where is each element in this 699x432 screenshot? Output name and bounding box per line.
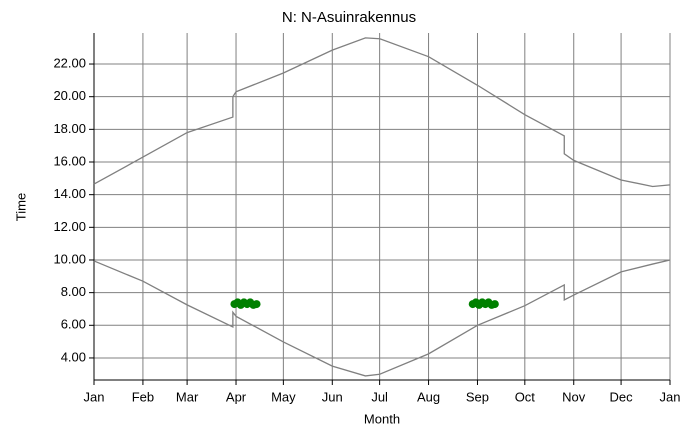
- y-tick-label: 16.00: [53, 153, 86, 168]
- y-tick-label: 20.00: [53, 88, 86, 103]
- x-tick-label: Oct: [515, 389, 536, 404]
- y-tick-label: 22.00: [53, 55, 86, 70]
- x-tick-label: Jan: [660, 389, 681, 404]
- y-tick-label: 14.00: [53, 186, 86, 201]
- x-axis-label: Month: [364, 411, 400, 426]
- x-tick-label: Feb: [132, 389, 154, 404]
- x-tick-label: Jun: [322, 389, 343, 404]
- y-tick-label: 4.00: [61, 349, 86, 364]
- x-tick-label: Nov: [562, 389, 586, 404]
- y-axis-label: Time: [13, 193, 28, 221]
- x-tick-label: Dec: [610, 389, 634, 404]
- y-tick-label: 8.00: [61, 284, 86, 299]
- marker: [252, 300, 261, 309]
- y-tick-label: 18.00: [53, 121, 86, 136]
- x-tick-label: Mar: [176, 389, 199, 404]
- chart-title: N: N-Asuinrakennus: [282, 9, 416, 26]
- y-tick-label: 12.00: [53, 219, 86, 234]
- y-tick-label: 6.00: [61, 317, 86, 332]
- x-tick-label: May: [271, 389, 296, 404]
- x-tick-label: Aug: [417, 389, 440, 404]
- line-series: [93, 259, 671, 377]
- line-series: [93, 37, 671, 188]
- marker: [490, 300, 499, 309]
- y-tick-label: 10.00: [53, 251, 86, 266]
- x-tick-label: Jan: [84, 389, 105, 404]
- x-tick-label: Apr: [226, 389, 247, 404]
- x-tick-label: Sep: [466, 389, 489, 404]
- x-tick-label: Jul: [371, 389, 388, 404]
